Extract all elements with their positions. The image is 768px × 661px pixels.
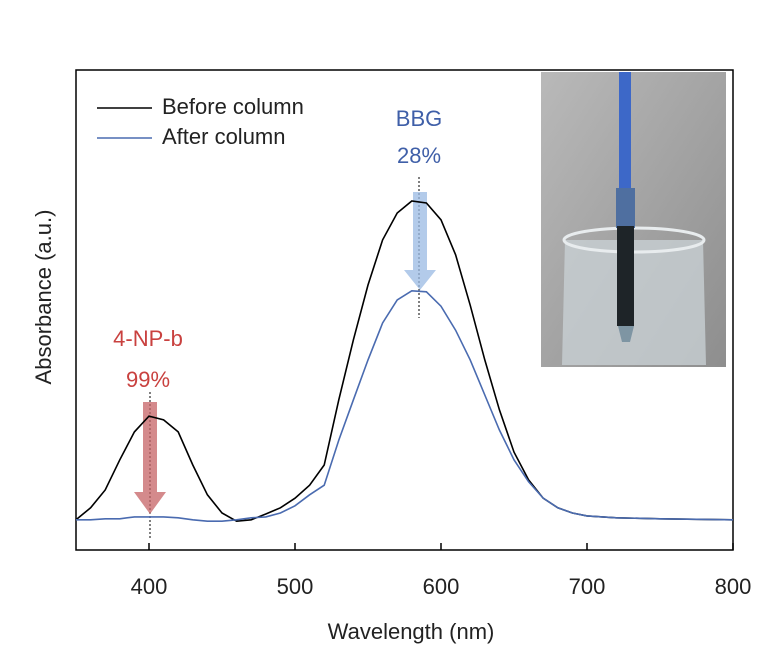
x-tick-label: 600 <box>423 574 460 599</box>
y-axis-label: Absorbance (a.u.) <box>31 210 56 385</box>
annotation: BBG <box>396 106 442 131</box>
x-tick-label: 800 <box>715 574 752 599</box>
arrow <box>404 192 436 290</box>
x-tick-label: 500 <box>277 574 314 599</box>
annotation: 28% <box>397 143 441 168</box>
x-tick-label: 400 <box>131 574 168 599</box>
legend-label: After column <box>162 124 286 149</box>
x-axis-label: Wavelength (nm) <box>328 619 495 644</box>
annotation: 99% <box>126 367 170 392</box>
photo-inset <box>541 72 726 367</box>
legend-label: Before column <box>162 94 304 119</box>
x-tick-label: 700 <box>569 574 606 599</box>
series-line <box>76 289 734 522</box>
arrow <box>134 402 166 514</box>
plot-frame <box>75 69 734 551</box>
annotation: 4-NP-b <box>113 326 183 351</box>
